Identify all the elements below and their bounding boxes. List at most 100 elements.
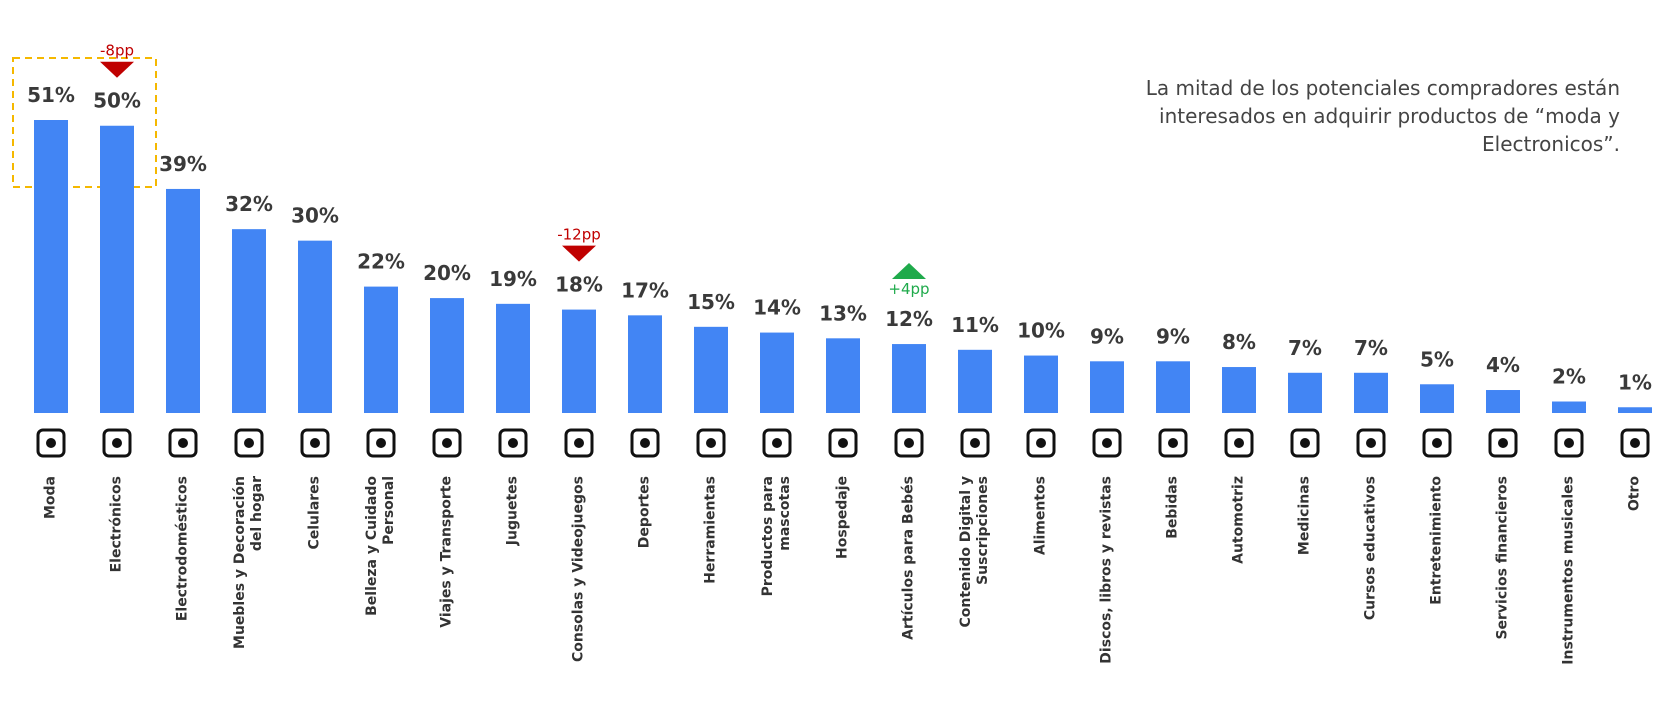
highlight-box	[12, 57, 157, 188]
bar	[232, 229, 266, 413]
category-label: Productos para mascotas	[760, 476, 793, 597]
category-icon-dot	[904, 438, 914, 448]
category-label: Bebidas	[1164, 476, 1181, 539]
change-arrow	[892, 263, 926, 280]
category-icon-dot	[376, 438, 386, 448]
value-label: 32%	[225, 192, 273, 216]
category-icon	[1422, 428, 1452, 458]
category-label: Cursos educativos	[1362, 476, 1379, 621]
category-icon-dot	[1102, 438, 1112, 448]
bar	[892, 344, 926, 413]
bar	[100, 125, 134, 414]
value-label: 5%	[1420, 347, 1454, 371]
change-label: -12pp	[557, 226, 601, 244]
category-icon-dot	[112, 438, 122, 448]
category-label: Herramientas	[702, 476, 719, 584]
bar	[34, 120, 68, 413]
category-label: Juguetes	[504, 476, 521, 546]
bar	[1288, 372, 1322, 413]
change-label: -8pp	[100, 42, 134, 60]
category-icon-dot	[574, 438, 584, 448]
category-label: Muebles y Decoración del hogar	[232, 476, 265, 649]
category-icon-dot	[1234, 438, 1244, 448]
category-icon-dot	[310, 438, 320, 448]
annotation: La mitad de los potenciales compradores …	[1145, 76, 1620, 156]
category-icon-dot	[640, 438, 650, 448]
category-icon	[1224, 428, 1254, 458]
bar	[298, 240, 332, 413]
value-label: 7%	[1354, 336, 1388, 360]
category-icon-dot	[1630, 438, 1640, 448]
category-label: Discos, libros y revistas	[1098, 476, 1115, 664]
value-label: 19%	[489, 267, 537, 291]
value-label: 14%	[753, 296, 801, 320]
category-icon	[1158, 428, 1188, 458]
bar	[1552, 401, 1586, 413]
category-icon-dot	[1498, 438, 1508, 448]
value-label: 11%	[951, 313, 999, 337]
category-label: Artículos para Bebés	[900, 476, 917, 640]
category-icon	[762, 428, 792, 458]
bar	[1486, 390, 1520, 413]
bar	[826, 338, 860, 413]
category-icon	[564, 428, 594, 458]
bar	[1420, 384, 1454, 413]
category-icon-dot	[706, 438, 716, 448]
category-icon-dot	[244, 438, 254, 448]
value-label: 9%	[1156, 324, 1190, 348]
category-icon-dot	[1168, 438, 1178, 448]
bar	[364, 286, 398, 413]
category-label: Instrumentos musicales	[1560, 476, 1577, 665]
bar	[958, 349, 992, 413]
category-icon	[1356, 428, 1386, 458]
category-icon	[300, 428, 330, 458]
change-label: +4pp	[888, 280, 929, 298]
category-icon	[168, 428, 198, 458]
value-label: 22%	[357, 250, 405, 274]
bar	[1222, 367, 1256, 413]
bar	[1090, 361, 1124, 413]
bar	[430, 298, 464, 413]
category-icon	[36, 428, 66, 458]
category-label: Medicinas	[1296, 476, 1313, 556]
category-icon	[102, 428, 132, 458]
bar	[1618, 407, 1652, 413]
value-label: 17%	[621, 278, 669, 302]
category-icon	[366, 428, 396, 458]
category-icon	[828, 428, 858, 458]
category-icon-dot	[970, 438, 980, 448]
category-icon-dot	[1300, 438, 1310, 448]
bar	[1354, 372, 1388, 413]
category-label: Entretenimiento	[1428, 476, 1445, 605]
category-label: Servicios financieros	[1494, 476, 1511, 640]
category-icon-dot	[1366, 438, 1376, 448]
bar	[694, 326, 728, 413]
value-label: 8%	[1222, 330, 1256, 354]
bar	[628, 315, 662, 413]
category-icon-dot	[1432, 438, 1442, 448]
category-icon	[630, 428, 660, 458]
value-label: 10%	[1017, 319, 1065, 343]
category-label: Celulares	[306, 476, 323, 550]
category-icon-dot	[838, 438, 848, 448]
bar	[1024, 355, 1058, 413]
category-label: Hospedaje	[834, 476, 851, 559]
category-label: Otro	[1626, 476, 1643, 512]
value-label: 20%	[423, 261, 471, 285]
change-arrow	[562, 245, 596, 262]
category-label: Viajes y Transporte	[438, 476, 455, 628]
category-label: Automotriz	[1230, 476, 1247, 564]
category-label: Alimentos	[1032, 476, 1049, 556]
value-label: 51%	[27, 83, 75, 107]
category-icon	[498, 428, 528, 458]
category-icon	[960, 428, 990, 458]
category-icon	[1290, 428, 1320, 458]
category-icon-dot	[46, 438, 56, 448]
category-label: Belleza y Cuidado Personal	[364, 476, 397, 616]
category-label: Electrónicos	[108, 476, 125, 573]
value-label: 15%	[687, 290, 735, 314]
value-label: 13%	[819, 301, 867, 325]
value-label: 4%	[1486, 353, 1520, 377]
